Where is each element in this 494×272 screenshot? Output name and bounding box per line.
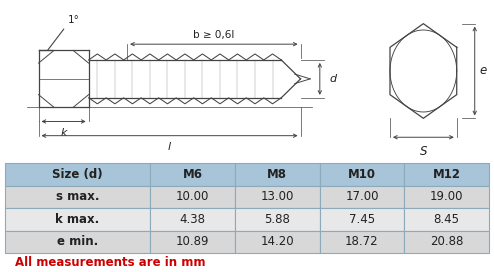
Text: 13.00: 13.00 (260, 190, 294, 203)
Text: M10: M10 (348, 168, 376, 181)
Bar (404, 163, 489, 186)
Bar (235, 230, 320, 253)
Text: 8.45: 8.45 (434, 213, 460, 226)
Text: 1°: 1° (67, 15, 80, 25)
Text: M12: M12 (433, 168, 461, 181)
Bar (235, 208, 320, 230)
Bar (5, 186, 150, 208)
Text: 19.00: 19.00 (430, 190, 463, 203)
Text: s max.: s max. (56, 190, 99, 203)
Bar (235, 163, 320, 186)
Text: d: d (329, 74, 336, 84)
Bar (150, 186, 235, 208)
Text: 10.00: 10.00 (176, 190, 209, 203)
Bar (320, 186, 404, 208)
Bar (5, 163, 150, 186)
Text: S: S (419, 145, 427, 158)
Text: l: l (168, 142, 171, 152)
Bar (320, 230, 404, 253)
Bar (150, 163, 235, 186)
Text: e: e (480, 64, 487, 78)
Bar (404, 186, 489, 208)
Text: M8: M8 (267, 168, 287, 181)
Text: 17.00: 17.00 (345, 190, 379, 203)
Bar (5, 208, 150, 230)
Text: All measurements are in mm: All measurements are in mm (15, 256, 205, 269)
Bar (5, 230, 150, 253)
Bar (404, 208, 489, 230)
Text: e min.: e min. (57, 235, 98, 248)
Text: M6: M6 (183, 168, 203, 181)
Bar (320, 208, 404, 230)
Bar (404, 230, 489, 253)
Text: k: k (60, 128, 67, 138)
Bar (150, 230, 235, 253)
Text: 18.72: 18.72 (345, 235, 379, 248)
Bar (235, 186, 320, 208)
Text: k max.: k max. (55, 213, 100, 226)
Text: b ≥ 0,6l: b ≥ 0,6l (193, 30, 235, 40)
Bar (320, 163, 404, 186)
Text: 5.88: 5.88 (264, 213, 290, 226)
Text: Size (d): Size (d) (52, 168, 103, 181)
Text: 20.88: 20.88 (430, 235, 463, 248)
Text: 7.45: 7.45 (349, 213, 375, 226)
Bar (150, 208, 235, 230)
Text: 14.20: 14.20 (260, 235, 294, 248)
Text: 4.38: 4.38 (179, 213, 206, 226)
Text: 10.89: 10.89 (176, 235, 209, 248)
